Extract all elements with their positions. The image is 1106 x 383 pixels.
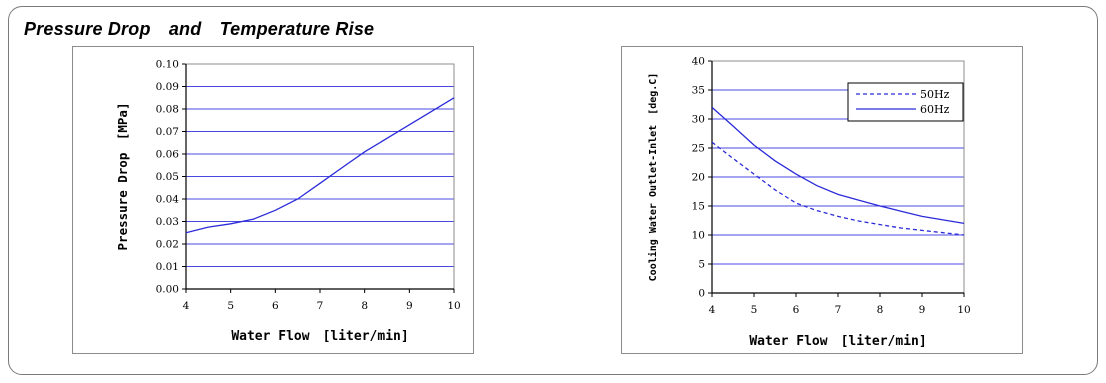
y-tick-label: 0.09 — [156, 81, 179, 93]
y-tick-label: 0.10 — [156, 59, 179, 71]
x-tick-label: 4 — [709, 304, 716, 316]
y-axis-title: Pressure Drop [MPa] — [115, 103, 130, 251]
y-tick-label: 0.02 — [156, 239, 179, 251]
x-tick-label: 7 — [317, 300, 324, 312]
y-tick-label: 0.00 — [156, 284, 179, 296]
y-tick-label: 15 — [692, 201, 705, 213]
x-tick-label: 10 — [447, 300, 460, 312]
x-tick-label: 9 — [406, 300, 413, 312]
legend-label-60hz: 60Hz — [920, 103, 950, 116]
legend-label-50hz: 50Hz — [920, 88, 950, 101]
y-tick-label: 0.05 — [156, 171, 179, 183]
x-axis-title: Water Flow [liter/min] — [749, 334, 926, 349]
y-tick-label: 35 — [692, 85, 705, 97]
x-tick-label: 8 — [361, 300, 368, 312]
y-tick-label: 40 — [692, 56, 705, 68]
y-tick-label: 0.08 — [156, 104, 179, 116]
y-tick-label: 10 — [692, 230, 705, 242]
y-tick-label: 0.01 — [156, 261, 179, 273]
x-tick-label: 5 — [751, 304, 758, 316]
y-tick-label: 30 — [692, 114, 705, 126]
pressure-drop-chart: 0.00 0.01 0.02 0.03 0.04 0.05 0.06 0.07 0.08 0.09… — [115, 59, 461, 345]
y-tick-label: 0.03 — [156, 216, 179, 228]
pressure-drop-chart-panel: 0.00 0.01 0.02 0.03 0.04 0.05 0.06 0.07 0.08 0.09… — [72, 46, 474, 354]
x-tick-label: 9 — [919, 304, 926, 316]
series-line-main — [185, 97, 455, 234]
x-tick-label: 10 — [957, 304, 970, 316]
x-tick-label: 6 — [793, 304, 800, 316]
series-line-50hz — [711, 141, 965, 236]
x-axis-title: Water Flow [liter/min] — [231, 329, 408, 344]
x-tick-label: 4 — [183, 300, 190, 312]
x-tick-label: 6 — [272, 300, 279, 312]
temperature-rise-chart-panel: 0 5 10 15 20 25 30 35 40 4 5 6 7 8 9 10 Water Flow [lite… — [621, 46, 1023, 354]
legend-box — [847, 82, 964, 122]
x-tick-label: 5 — [227, 300, 234, 312]
y-tick-label: 0.07 — [156, 126, 179, 138]
page-title: Pressure Drop and Temperature Rise — [24, 19, 375, 39]
y-tick-label: 20 — [692, 172, 705, 184]
y-tick-label: 0.06 — [156, 149, 180, 161]
y-axis-title: Cooling Water Outlet-Inlet [deg.C] — [647, 73, 659, 282]
series-line-60hz — [711, 106, 965, 225]
y-tick-label: 5 — [698, 259, 705, 271]
y-tick-label: 0 — [698, 288, 705, 300]
x-tick-label: 7 — [835, 304, 842, 316]
x-tick-label: 8 — [877, 304, 884, 316]
y-tick-label: 25 — [692, 143, 705, 155]
y-tick-label: 0.04 — [156, 194, 180, 206]
